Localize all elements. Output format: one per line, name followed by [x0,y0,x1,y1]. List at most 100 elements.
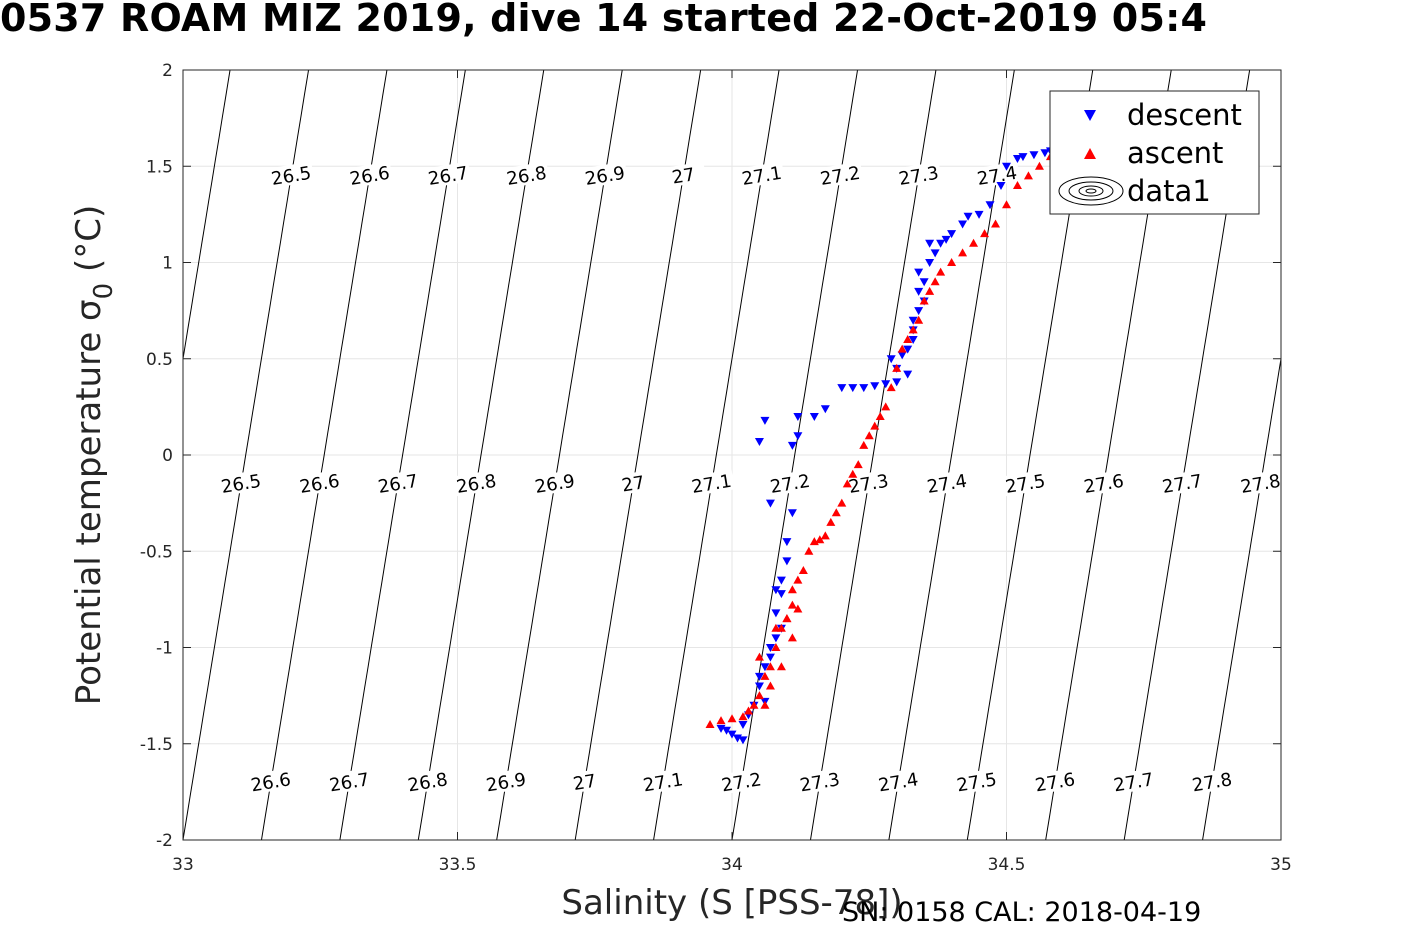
contour-label: 27.2 [766,469,814,498]
descent-point [776,590,786,599]
contour-label-bg [609,469,657,497]
y-tick-label: 1.5 [146,157,173,177]
contour-label-text: 27 [572,771,598,795]
descent-point [754,682,764,691]
contour-label-bg [973,161,1021,189]
ascent-point [958,248,968,257]
contour-label: 27.6 [1031,767,1079,796]
contour-label-bg [738,161,785,189]
contour-label-bg [1080,469,1127,497]
legend-descent-marker [1084,110,1096,121]
ascent-point [787,633,797,642]
ascent-point [859,440,869,449]
y-tick-label: 1 [162,254,173,274]
y-tick-label: -1 [156,639,173,659]
contour-label-bg [717,767,765,795]
descent-point [765,644,775,652]
contour-label: 27.8 [1188,767,1236,796]
contour-label-text: 27.1 [740,163,783,190]
contour-label-bg [1158,469,1206,497]
contour-label-text: 27.8 [1239,471,1282,498]
contour-label-text: 27.3 [798,769,841,796]
descent-point [738,721,748,729]
contour-label-text: 26.7 [377,471,420,498]
isopycnal-line [183,70,231,362]
contour-label: 27 [609,469,657,497]
x-tick-label: 34.5 [988,855,1026,875]
contour-label-bg [845,469,892,497]
contour-label-text: 27.8 [1191,769,1234,796]
contour-label-text: 27.6 [1082,471,1125,498]
contour-label: 26.9 [482,767,530,796]
descent-point [727,730,737,739]
descent-point [859,384,869,393]
descent-point [771,634,781,643]
contour-label-bg [581,161,629,189]
descent-point [903,370,913,379]
contour-label-text: 26.8 [505,163,548,190]
descent-point [837,384,847,393]
descent-point [1002,162,1011,171]
contour-label-text: 27.1 [690,471,733,498]
contour-label-bg [503,161,550,189]
descent-point [782,538,792,547]
contour-label: 27.4 [874,767,922,796]
contour-label: 26.5 [217,469,265,498]
ascent-point [837,498,847,507]
contour-label-bg [374,469,422,497]
contour-label-text: 27 [670,164,696,188]
contour-label-text: 27.5 [1004,471,1047,498]
contour-label: 27.5 [1001,469,1049,498]
y-tick-label: 0 [162,446,173,466]
y-tick-label: -2 [156,831,173,851]
descent-point [985,201,995,210]
contour-label: 26.6 [247,767,294,796]
ascent-point [925,286,935,295]
y-axis-label-main: Potential temperature σ [69,299,109,705]
ascent-point [716,716,726,725]
contour-label: 27 [659,161,707,189]
descent-point [793,413,803,421]
legend: descent ascent data1 [1049,90,1260,215]
contour-label-bg [816,161,864,189]
contour-label-text: 26.8 [406,769,449,796]
ascent-point [760,700,770,709]
contour-label: 27.2 [717,767,765,796]
ascent-point [980,229,990,238]
y-tick-label: -1.5 [140,735,173,755]
x-tick-label: 33.5 [439,855,477,875]
contour-label-bg [296,469,343,497]
descent-point [925,239,935,248]
ascent-point [831,508,841,517]
x-tick-label: 35 [1270,855,1292,875]
ascent-point [1012,181,1022,189]
contour-label-text: 26.5 [270,163,313,190]
ascent-point [947,258,957,266]
descent-point [793,432,803,441]
contour-label-text: 26.6 [298,471,341,498]
legend-descent-label: descent [1127,98,1242,132]
contour-label-text: 27.7 [1112,769,1155,796]
ascent-point [754,691,764,700]
x-tick-label: 33 [172,855,194,875]
contour-label-text: 27.6 [1034,769,1077,796]
contour-label-bg [531,469,578,497]
contour-label: 27.6 [1080,469,1127,498]
descent-point [765,499,775,508]
descent-point [947,230,957,239]
contour-label-text: 26.7 [427,163,470,190]
ascent-point [864,431,874,440]
contour-label-bg [561,767,608,795]
descent-point [908,316,918,325]
contour-label: 27.1 [688,469,735,498]
contour-label-bg [482,767,530,795]
x-axis-ticks: 33 33.5 34 34.5 35 [172,70,1292,875]
descent-point [908,336,918,344]
isopycnal-line [1202,355,1281,840]
ascent-point [892,363,902,372]
x-tick-label: 34 [721,855,743,875]
contour-label-text: 26.9 [485,769,528,796]
descent-point [1012,155,1022,164]
contour-label-bg [1001,469,1049,497]
contour-label: 26.8 [452,469,500,498]
